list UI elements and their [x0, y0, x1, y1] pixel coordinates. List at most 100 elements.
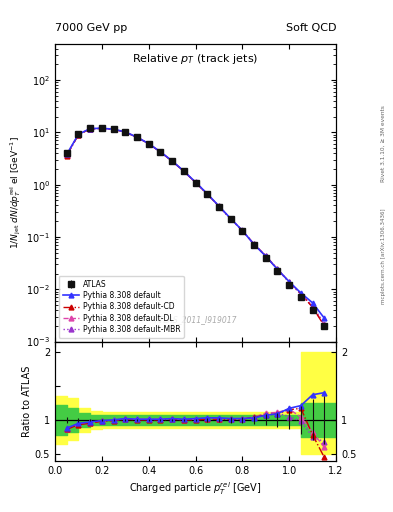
Pythia 8.308 default-CD [170, 158, 174, 164]
Pythia 8.308 default-DL [217, 203, 221, 209]
Pythia 8.308 default-DL [240, 227, 245, 233]
Pythia 8.308 default [111, 126, 116, 132]
Line: Pythia 8.308 default: Pythia 8.308 default [64, 126, 327, 321]
Text: Rivet 3.1.10, ≥ 3M events: Rivet 3.1.10, ≥ 3M events [381, 105, 386, 182]
Pythia 8.308 default [240, 227, 245, 233]
Pythia 8.308 default [135, 134, 140, 140]
X-axis label: Charged particle $p^{rel}_{T}$ [GeV]: Charged particle $p^{rel}_{T}$ [GeV] [129, 480, 262, 497]
Pythia 8.308 default [64, 151, 69, 157]
Pythia 8.308 default [76, 131, 81, 137]
Pythia 8.308 default-DL [158, 149, 163, 155]
Legend: ATLAS, Pythia 8.308 default, Pythia 8.308 default-CD, Pythia 8.308 default-DL, P: ATLAS, Pythia 8.308 default, Pythia 8.30… [59, 276, 184, 338]
Pythia 8.308 default-MBR [299, 291, 303, 297]
Pythia 8.308 default [88, 125, 92, 132]
Pythia 8.308 default-CD [111, 126, 116, 133]
Pythia 8.308 default-DL [88, 126, 92, 132]
Pythia 8.308 default [123, 129, 128, 135]
Pythia 8.308 default-MBR [205, 191, 209, 197]
Text: Soft QCD: Soft QCD [286, 23, 336, 33]
Y-axis label: Ratio to ATLAS: Ratio to ATLAS [22, 366, 32, 437]
Pythia 8.308 default-CD [158, 149, 163, 155]
Pythia 8.308 default-CD [217, 203, 221, 209]
Pythia 8.308 default-MBR [275, 266, 280, 272]
Pythia 8.308 default-MBR [217, 203, 221, 209]
Text: Relative $p_{T}$ (track jets): Relative $p_{T}$ (track jets) [132, 52, 259, 67]
Pythia 8.308 default-CD [135, 134, 140, 140]
Pythia 8.308 default-DL [64, 152, 69, 158]
Pythia 8.308 default [170, 158, 174, 164]
Text: ATLAS_2011_I919017: ATLAS_2011_I919017 [154, 315, 237, 324]
Pythia 8.308 default-CD [64, 153, 69, 159]
Pythia 8.308 default-DL [170, 158, 174, 164]
Pythia 8.308 default-CD [275, 266, 280, 272]
Pythia 8.308 default-MBR [64, 152, 69, 158]
Pythia 8.308 default-MBR [310, 303, 315, 309]
Pythia 8.308 default-CD [263, 253, 268, 259]
Pythia 8.308 default-DL [310, 304, 315, 310]
Y-axis label: $1/N_\mathrm{jet}\ dN/dp^\mathrm{rel}_T\ \mathrm{el}\ [\mathrm{GeV}^{-1}]$: $1/N_\mathrm{jet}\ dN/dp^\mathrm{rel}_T\… [9, 136, 24, 249]
Pythia 8.308 default-DL [252, 241, 256, 247]
Pythia 8.308 default-CD [240, 228, 245, 234]
Pythia 8.308 default [182, 168, 186, 174]
Pythia 8.308 default-DL [182, 168, 186, 174]
Pythia 8.308 default-CD [193, 179, 198, 185]
Pythia 8.308 default [252, 241, 256, 247]
Pythia 8.308 default-DL [146, 141, 151, 147]
Pythia 8.308 default-MBR [88, 125, 92, 132]
Pythia 8.308 default-DL [76, 132, 81, 138]
Pythia 8.308 default-DL [99, 125, 104, 132]
Pythia 8.308 default [228, 216, 233, 222]
Pythia 8.308 default-DL [322, 322, 327, 328]
Pythia 8.308 default-MBR [252, 241, 256, 247]
Pythia 8.308 default [275, 266, 280, 272]
Pythia 8.308 default-CD [182, 168, 186, 175]
Pythia 8.308 default-DL [299, 290, 303, 296]
Pythia 8.308 default-MBR [182, 168, 186, 174]
Text: mcplots.cern.ch [arXiv:1306.3436]: mcplots.cern.ch [arXiv:1306.3436] [381, 208, 386, 304]
Pythia 8.308 default-DL [228, 216, 233, 222]
Pythia 8.308 default [299, 290, 303, 296]
Pythia 8.308 default [146, 140, 151, 146]
Pythia 8.308 default-CD [310, 304, 315, 310]
Pythia 8.308 default-CD [299, 291, 303, 297]
Pythia 8.308 default-MBR [76, 131, 81, 137]
Pythia 8.308 default-MBR [322, 321, 327, 327]
Pythia 8.308 default [205, 190, 209, 197]
Pythia 8.308 default [310, 300, 315, 306]
Pythia 8.308 default-DL [205, 191, 209, 197]
Line: Pythia 8.308 default-MBR: Pythia 8.308 default-MBR [64, 126, 327, 326]
Pythia 8.308 default-DL [275, 266, 280, 272]
Pythia 8.308 default-MBR [170, 158, 174, 164]
Pythia 8.308 default-DL [135, 134, 140, 140]
Pythia 8.308 default-CD [287, 279, 292, 285]
Pythia 8.308 default [287, 279, 292, 285]
Pythia 8.308 default [193, 179, 198, 185]
Pythia 8.308 default-CD [252, 241, 256, 247]
Pythia 8.308 default-MBR [123, 129, 128, 135]
Pythia 8.308 default-MBR [146, 141, 151, 147]
Pythia 8.308 default-MBR [135, 134, 140, 140]
Pythia 8.308 default-CD [205, 191, 209, 197]
Pythia 8.308 default [322, 315, 327, 321]
Pythia 8.308 default-MBR [99, 125, 104, 132]
Pythia 8.308 default [158, 149, 163, 155]
Pythia 8.308 default [263, 253, 268, 259]
Pythia 8.308 default-MBR [193, 179, 198, 185]
Pythia 8.308 default-CD [322, 323, 327, 329]
Text: 7000 GeV pp: 7000 GeV pp [55, 23, 127, 33]
Pythia 8.308 default-DL [111, 126, 116, 133]
Pythia 8.308 default-MBR [287, 279, 292, 285]
Pythia 8.308 default [99, 125, 104, 131]
Pythia 8.308 default-DL [123, 129, 128, 135]
Pythia 8.308 default-CD [123, 129, 128, 135]
Pythia 8.308 default-CD [76, 132, 81, 138]
Pythia 8.308 default-MBR [263, 253, 268, 259]
Pythia 8.308 default-MBR [111, 126, 116, 132]
Pythia 8.308 default-CD [99, 125, 104, 132]
Pythia 8.308 default-MBR [228, 216, 233, 222]
Pythia 8.308 default-DL [193, 179, 198, 185]
Pythia 8.308 default-CD [88, 126, 92, 132]
Pythia 8.308 default-CD [228, 216, 233, 222]
Pythia 8.308 default-CD [146, 141, 151, 147]
Line: Pythia 8.308 default-DL: Pythia 8.308 default-DL [64, 126, 327, 327]
